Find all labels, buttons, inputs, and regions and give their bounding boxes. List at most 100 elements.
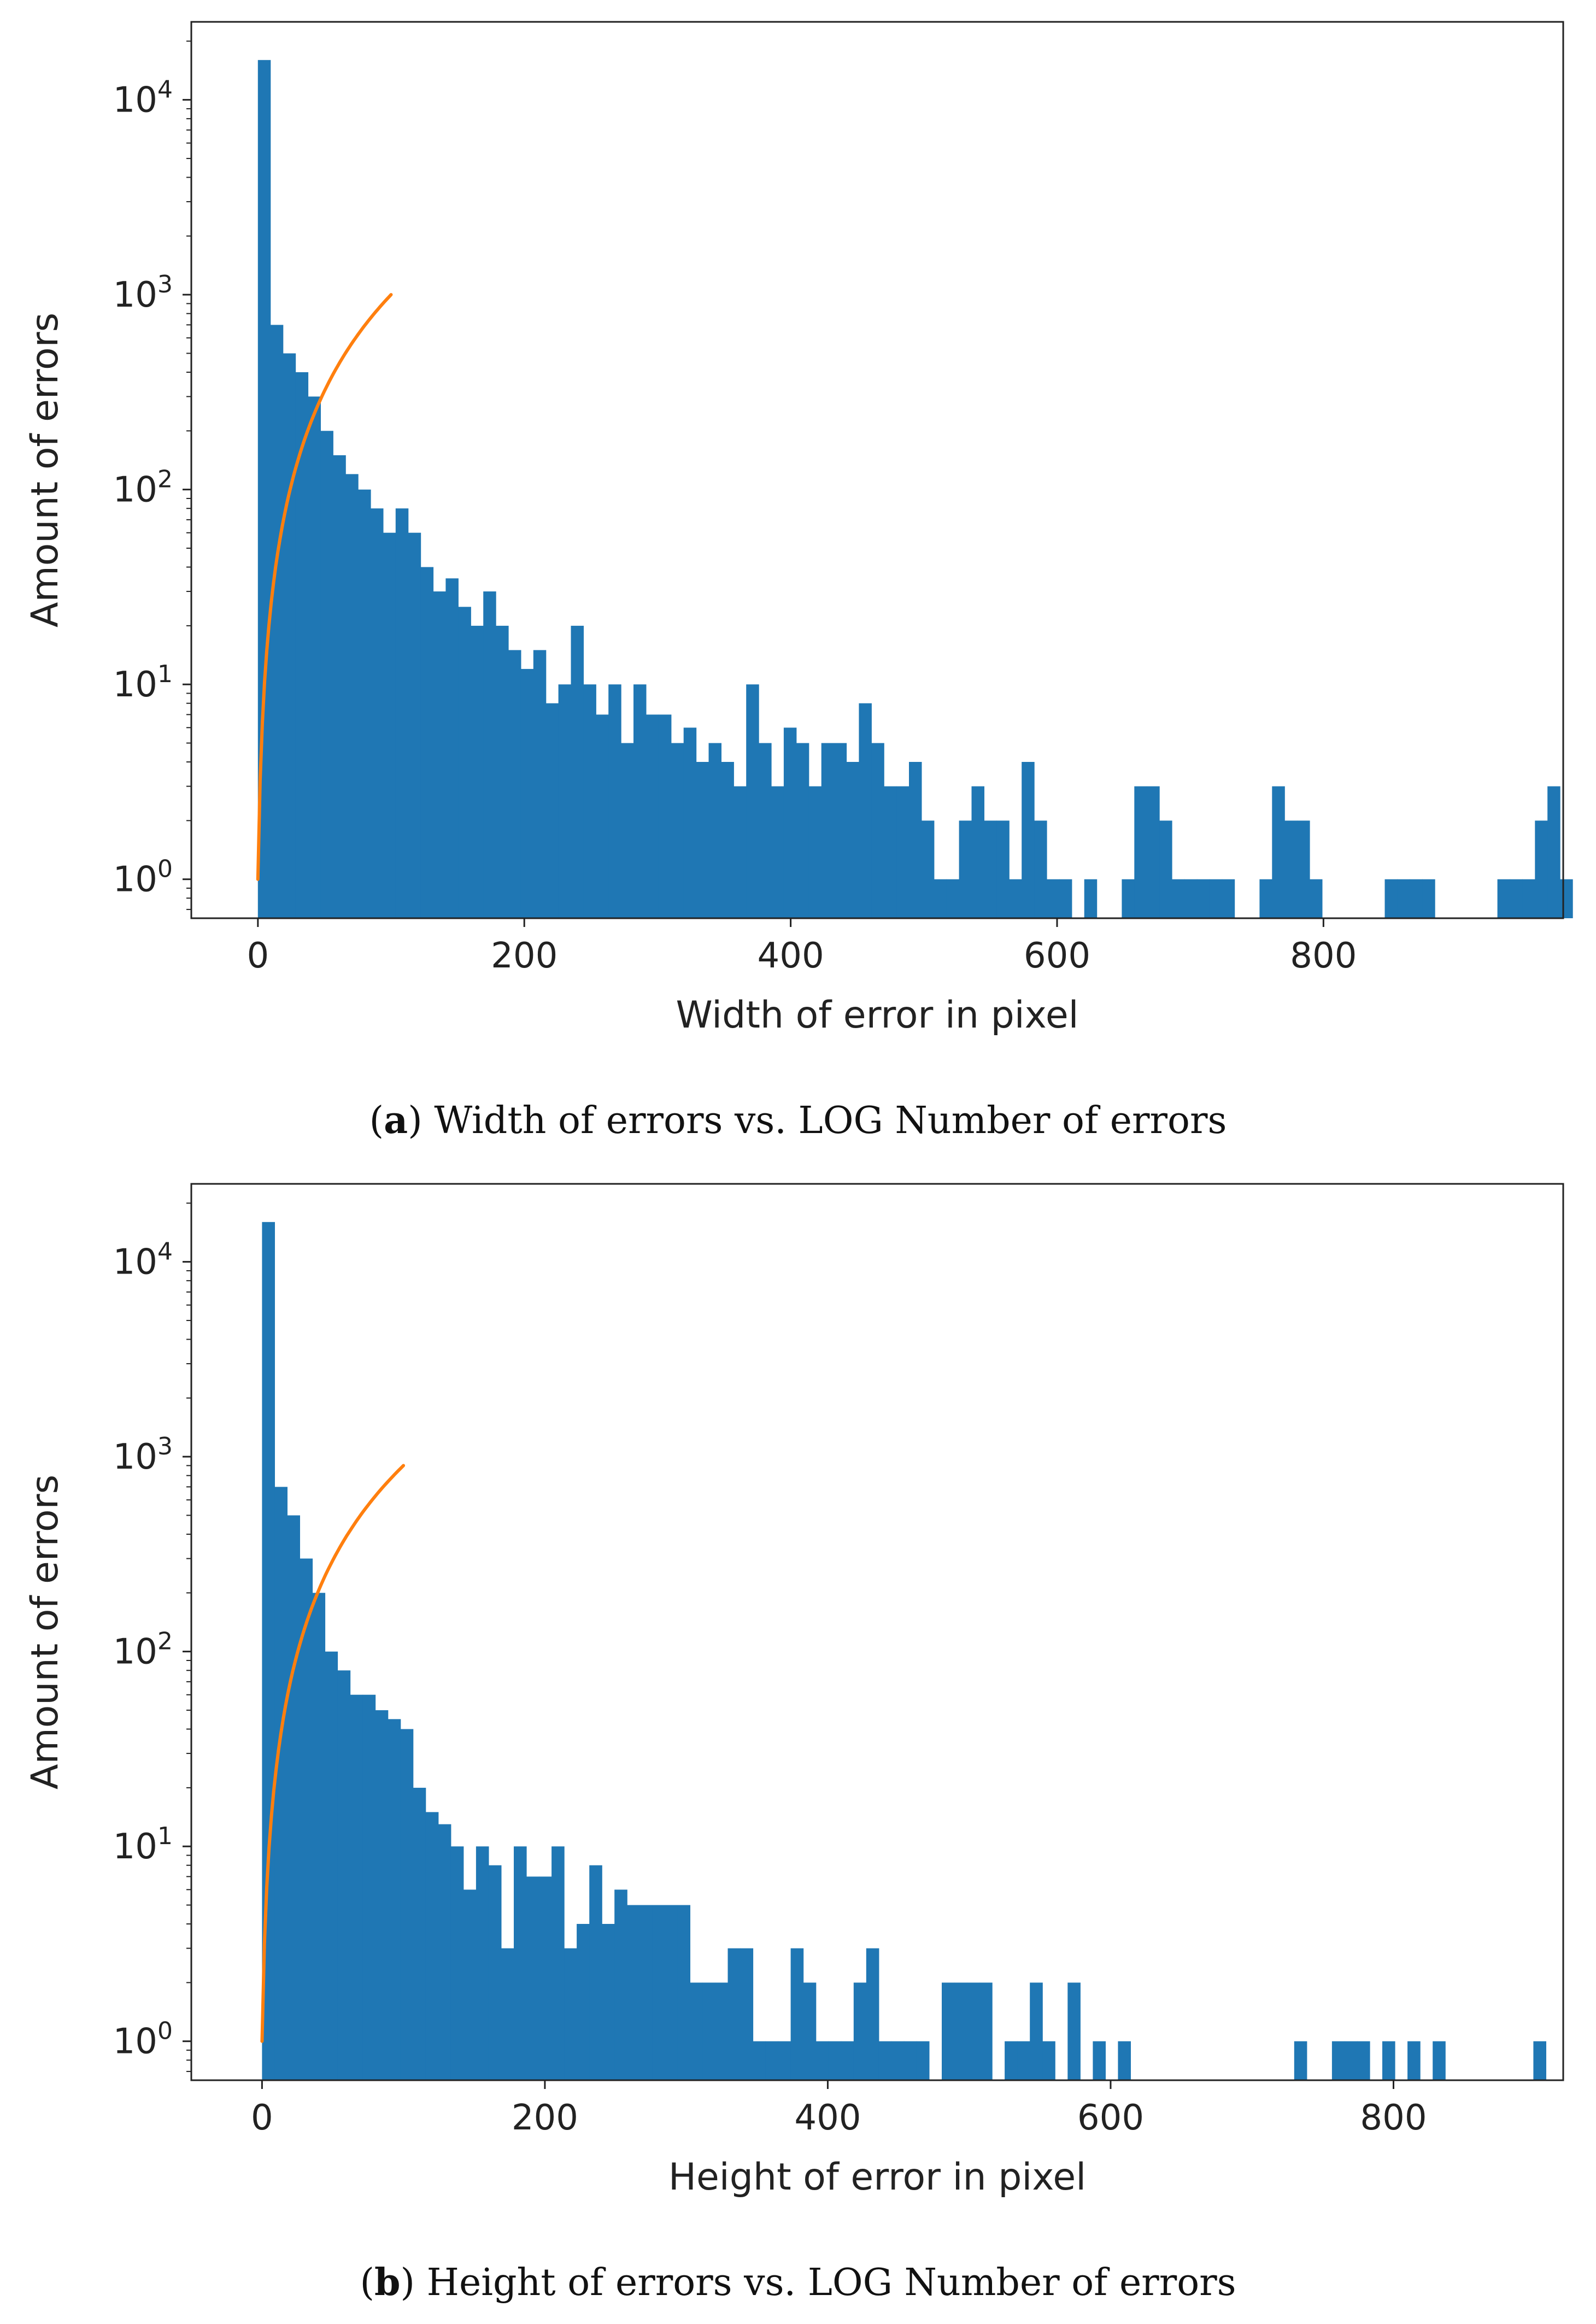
bar-a [921, 820, 935, 918]
bar-a [533, 650, 547, 918]
bar-a [1159, 820, 1172, 918]
bar-a [984, 820, 997, 918]
y-axis-label-a: Amount of errors [24, 313, 67, 627]
bar-a [270, 325, 284, 918]
bar-a [1122, 879, 1135, 918]
bar-a [520, 668, 534, 918]
x-tick-label-b: 600 [1077, 2098, 1144, 2138]
bar-a [333, 455, 346, 918]
bar-b [942, 1982, 955, 2080]
bar-b [652, 1905, 665, 2080]
x-tick-label-a: 600 [1024, 936, 1090, 976]
bar-b [1118, 2041, 1131, 2080]
bar-b [740, 1948, 754, 2080]
bar-b [539, 1876, 552, 2080]
bar-a [1172, 879, 1185, 918]
bar-a [759, 743, 772, 918]
bars-a [257, 60, 1573, 918]
bar-a [458, 607, 471, 918]
caption-b: (b) Height of errors vs. LOG Number of e… [360, 2261, 1236, 2304]
bar-a [821, 743, 835, 918]
bar-a [408, 532, 421, 918]
bar-a [934, 879, 947, 918]
bar-a [896, 786, 910, 918]
bar-b [702, 1982, 715, 2080]
panel-a: 0 200 400 600 800 100 101 102 103 104 Width of err… [24, 21, 1573, 1142]
bar-a [796, 743, 809, 918]
y-tick-label-a: 100 [113, 855, 173, 900]
bar-a [483, 591, 496, 918]
bar-a [383, 532, 396, 918]
bar-b [1042, 2041, 1055, 2080]
x-tick-label-b: 400 [794, 2098, 861, 2138]
bar-b [727, 1948, 741, 2080]
bar-a [1272, 786, 1285, 918]
x-axis-label-b: Height of error in pixel [668, 2156, 1086, 2199]
bar-b [1067, 1982, 1081, 2080]
y-tick-label-b: 101 [113, 1822, 173, 1867]
bar-a [1510, 879, 1523, 918]
bar-a [508, 650, 521, 918]
bar-b [778, 2041, 791, 2080]
bar-b [337, 1670, 351, 2080]
bar-b [866, 1948, 879, 2080]
bar-b [577, 1924, 590, 2080]
bar-a [946, 879, 960, 918]
x-tick-label-a: 0 [247, 936, 269, 976]
bar-a [671, 743, 684, 918]
bar-a [445, 578, 459, 918]
bar-b [551, 1846, 565, 2080]
bar-b [878, 2041, 892, 2080]
bar-a [596, 714, 609, 918]
bar-a [1547, 786, 1560, 918]
y-tick-label-b: 100 [113, 2017, 173, 2062]
bar-b [815, 2041, 829, 2080]
fit-curve-a [256, 293, 393, 881]
bar-b [1017, 2041, 1030, 2080]
bar-b [476, 1846, 489, 2080]
bar-a [1184, 879, 1198, 918]
bar-a [583, 684, 596, 918]
bar-a [1059, 879, 1072, 918]
caption-text-b: Height of errors vs. LOG Number of error… [415, 2261, 1236, 2304]
bar-b [287, 1515, 300, 2080]
bar-a [859, 703, 872, 918]
bar-a [1384, 879, 1398, 918]
bar-a [633, 684, 647, 918]
caption-a: (a) Width of errors vs. LOG Number of er… [369, 1099, 1227, 1142]
bar-b [400, 1729, 414, 2080]
bar-a [471, 625, 484, 918]
bar-b [488, 1865, 502, 2080]
bar-b [1093, 2041, 1106, 2080]
bar-a [295, 372, 309, 918]
bar-a [283, 353, 296, 918]
bar-b [362, 1694, 376, 2080]
histogram-chart-b: 0 200 400 600 800 100 101 102 103 104 Height of er… [24, 1183, 1564, 2199]
bar-a [871, 743, 884, 918]
bar-a [1147, 786, 1160, 918]
bar-a [395, 508, 409, 918]
bar-b [967, 1982, 980, 2080]
bar-b [790, 1948, 804, 2080]
bar-a [1022, 762, 1035, 918]
bar-b [916, 2041, 930, 2080]
y-tick-label-a: 104 [113, 76, 173, 121]
bar-a [683, 727, 697, 918]
bar-a [1222, 879, 1235, 918]
bar-a [320, 431, 333, 918]
bar-b [677, 1905, 690, 2080]
y-tick-label-a: 101 [113, 660, 173, 705]
bar-a [783, 727, 797, 918]
bar-a [1560, 879, 1573, 918]
bar-a [1310, 879, 1323, 918]
x-tick-label-a: 200 [491, 936, 558, 976]
panel-b: 0 200 400 600 800 100 101 102 103 104 Height of er… [0, 1162, 1596, 2324]
bar-a [646, 714, 659, 918]
bar-b [639, 1905, 653, 2080]
bar-b [312, 1593, 326, 2080]
bar-a [971, 786, 984, 918]
bar-a [884, 786, 897, 918]
x-tick-label-a: 800 [1290, 936, 1357, 976]
bar-b [1294, 2041, 1307, 2080]
bar-a [1410, 879, 1423, 918]
